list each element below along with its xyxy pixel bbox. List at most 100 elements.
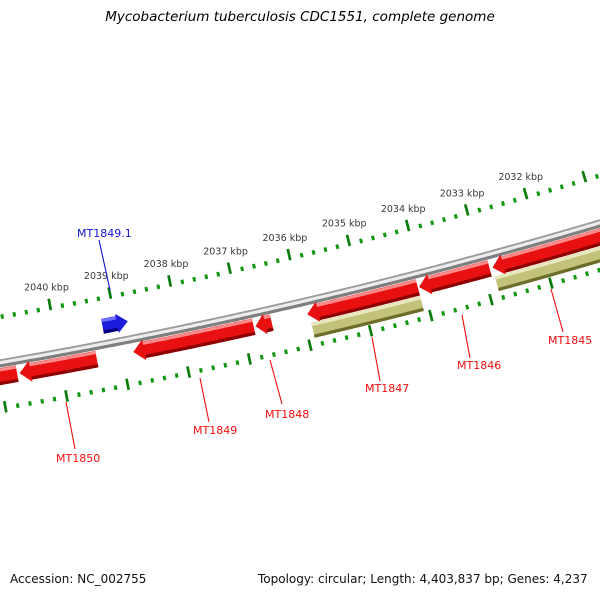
kbp-tick-minor <box>284 349 288 355</box>
kbp-tick-major <box>581 170 588 183</box>
gene-arrow-MT1850-highlight <box>29 351 96 367</box>
gene-leader-line-MT1849 <box>199 377 210 423</box>
gene-label-MT1849[interactable]: MT1849 <box>193 424 237 437</box>
kbp-tick-label: 2037 kbp <box>203 246 248 257</box>
gene-arrow-MT1846[interactable] <box>419 260 492 295</box>
kbp-tick-minor <box>573 274 578 280</box>
kbp-tick-minor <box>296 346 301 352</box>
kbp-tick-minor <box>120 291 125 297</box>
kbp-tick-minor <box>275 258 280 264</box>
kbp-tick-major <box>428 309 434 322</box>
gene-leader-line-MT1847 <box>371 336 381 382</box>
gene-arrow-MT1845-highlight <box>501 228 600 260</box>
kbp-tick-major <box>167 275 173 287</box>
gene-arrow-MT1845-shadow <box>504 242 600 273</box>
kbp-tick-minor <box>323 247 328 253</box>
kbp-tick-minor <box>344 335 349 341</box>
kbp-tick-minor <box>204 274 209 280</box>
gene-arrow-highlight <box>0 365 17 372</box>
kbp-tick-minor <box>430 220 435 226</box>
kbp-tick-minor <box>501 294 506 300</box>
gene-arrow-MT1849-highlight <box>142 318 253 345</box>
kbp-tick-minor <box>12 311 17 317</box>
gene-arrow-MT1847-highlight <box>316 279 417 307</box>
kbp-tick-minor <box>561 278 566 284</box>
kbp-tick-minor <box>40 398 45 404</box>
gene-label-MT1848[interactable]: MT1848 <box>265 408 309 421</box>
gene-arrow-MT1848-shadow <box>266 327 274 333</box>
gene-label-MT1846[interactable]: MT1846 <box>457 359 501 372</box>
gene-arrow-MT1850-shadow <box>31 364 99 380</box>
gene-arrow-MT1850[interactable] <box>19 350 99 382</box>
gene-arrow-MT1847[interactable] <box>307 279 420 323</box>
kbp-tick-major <box>404 219 411 232</box>
kbp-tick-minor <box>489 204 494 210</box>
kbp-tick-minor <box>537 284 542 291</box>
kbp-tick-minor <box>594 173 600 180</box>
kbp-tick-major <box>64 389 69 402</box>
gene-label-MT1845[interactable]: MT1845 <box>548 334 592 347</box>
gene-arrow-MT1849[interactable] <box>133 318 256 361</box>
gene-arrow-shadow <box>498 259 600 292</box>
kbp-tick-major <box>246 353 252 365</box>
gene-label-MT1850[interactable]: MT1850 <box>56 452 100 465</box>
kbp-tick-minor <box>138 380 142 386</box>
gene-leader-line-MT1850 <box>65 401 76 450</box>
kbp-tick-minor <box>500 201 506 207</box>
kbp-tick-major <box>548 277 554 289</box>
kbp-tick-minor <box>174 372 179 379</box>
kbp-tick-minor <box>156 284 161 290</box>
kbp-tick-minor <box>441 310 446 316</box>
gene-arrow[interactable] <box>311 296 424 338</box>
kbp-tick-minor <box>113 385 118 391</box>
kbp-tick-major <box>186 366 192 378</box>
kbp-tick-minor <box>24 309 29 315</box>
kbp-tick-minor <box>571 180 576 187</box>
gene-label-MT1849.1[interactable]: MT1849.1 <box>77 227 132 240</box>
kbp-tick-major <box>522 187 529 200</box>
kbp-tick-major <box>2 400 8 413</box>
kbp-tick-minor <box>299 252 304 258</box>
kbp-tick-major <box>307 339 313 352</box>
gene-arrow-MT1846-shadow <box>431 273 492 293</box>
gene-arrow-highlight <box>311 296 421 327</box>
kbp-tick-minor <box>89 389 94 395</box>
gene-arrow-highlight <box>495 246 600 280</box>
kbp-tick-minor <box>192 276 197 282</box>
kbp-tick-minor <box>417 317 422 323</box>
kbp-tick-minor <box>216 271 221 277</box>
gene-arrow-MT1845[interactable] <box>492 225 600 275</box>
kbp-tick-minor <box>240 266 245 272</box>
kbp-tick-minor <box>370 235 375 241</box>
kbp-tick-major <box>47 298 53 311</box>
kbp-tick-minor <box>380 326 385 332</box>
kbp-tick-minor <box>465 304 470 310</box>
kbp-tick-minor <box>332 337 337 344</box>
kbp-tick-major <box>488 293 494 306</box>
kbp-tick-minor <box>453 213 458 220</box>
gene-arrow-shadow <box>314 307 424 338</box>
kbp-tick-minor <box>382 232 387 238</box>
kbp-tick-minor <box>441 217 447 223</box>
kbp-tick-minor <box>199 367 203 373</box>
kbp-tick-minor <box>0 314 5 319</box>
gene-label-MT1847[interactable]: MT1847 <box>365 382 409 395</box>
kbp-tick-minor <box>84 298 89 304</box>
kbp-tick-minor <box>392 323 397 329</box>
kbp-tick-minor <box>559 184 564 190</box>
kbp-tick-minor <box>394 229 399 235</box>
gene-arrow-MT1849-shadow <box>145 331 256 358</box>
kbp-tick-minor <box>132 289 137 295</box>
kbp-tick-minor <box>271 351 276 358</box>
kbp-tick-minor <box>547 187 553 193</box>
kbp-tick-minor <box>77 392 81 398</box>
kbp-tick-minor <box>404 320 409 326</box>
kbp-tick-minor <box>263 260 268 267</box>
kbp-tick-minor <box>335 244 340 250</box>
kbp-tick-minor <box>150 377 155 383</box>
kbp-tick-label: 2038 kbp <box>144 259 189 270</box>
gene-arrow-MT1846-highlight <box>427 260 489 280</box>
kbp-tick-minor <box>513 291 518 297</box>
